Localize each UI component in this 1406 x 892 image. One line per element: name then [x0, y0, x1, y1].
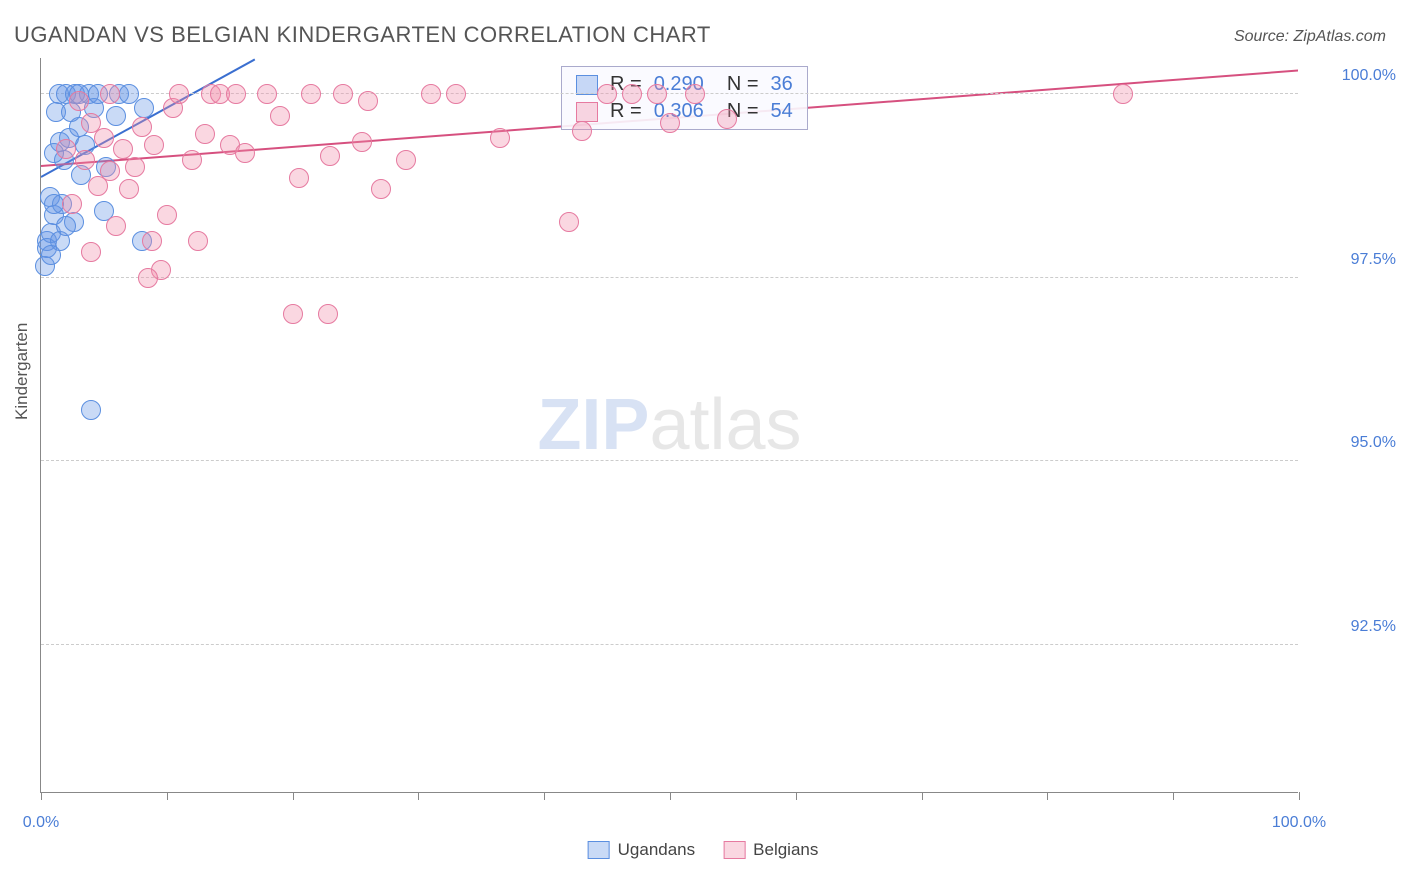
- trend-layer: [41, 58, 1298, 792]
- scatter-point: [44, 194, 64, 214]
- y-axis-label: Kindergarten: [12, 323, 32, 420]
- scatter-point: [56, 216, 76, 236]
- x-tick: [1173, 792, 1174, 800]
- correlation-swatch: [576, 75, 598, 95]
- scatter-point: [119, 179, 139, 199]
- x-tick-label: 100.0%: [1272, 814, 1326, 832]
- x-tick: [544, 792, 545, 800]
- scatter-point: [106, 106, 126, 126]
- scatter-point: [138, 268, 158, 288]
- scatter-point: [113, 139, 133, 159]
- scatter-point: [318, 304, 338, 324]
- scatter-point: [396, 150, 416, 170]
- n-value: 54: [771, 100, 793, 123]
- scatter-point: [169, 84, 189, 104]
- scatter-point: [559, 212, 579, 232]
- scatter-point: [685, 84, 705, 104]
- x-tick: [1299, 792, 1300, 800]
- x-tick: [670, 792, 671, 800]
- x-tick-label: 0.0%: [23, 814, 59, 832]
- x-tick: [41, 792, 42, 800]
- gridline-h: [41, 644, 1298, 645]
- scatter-point: [81, 400, 101, 420]
- scatter-point: [157, 205, 177, 225]
- scatter-point: [717, 109, 737, 129]
- scatter-point: [289, 168, 309, 188]
- x-tick: [922, 792, 923, 800]
- scatter-point: [188, 231, 208, 251]
- legend-label: Belgians: [753, 840, 818, 860]
- scatter-point: [320, 146, 340, 166]
- x-tick: [293, 792, 294, 800]
- scatter-point: [134, 98, 154, 118]
- scatter-point: [62, 194, 82, 214]
- scatter-point: [132, 117, 152, 137]
- x-tick: [796, 792, 797, 800]
- scatter-point: [56, 139, 76, 159]
- scatter-point: [182, 150, 202, 170]
- x-tick: [1047, 792, 1048, 800]
- source-attribution: Source: ZipAtlas.com: [1234, 28, 1386, 46]
- y-tick-label: 97.5%: [1351, 251, 1396, 269]
- scatter-point: [622, 84, 642, 104]
- scatter-point: [226, 84, 246, 104]
- scatter-point: [490, 128, 510, 148]
- source-name: ZipAtlas.com: [1294, 28, 1386, 45]
- y-tick-label: 100.0%: [1342, 67, 1396, 85]
- scatter-point: [270, 106, 290, 126]
- legend-item: Belgians: [723, 840, 818, 860]
- scatter-point: [647, 84, 667, 104]
- r-label: R =: [610, 100, 642, 123]
- scatter-point: [142, 231, 162, 251]
- scatter-point: [235, 143, 255, 163]
- scatter-point: [100, 84, 120, 104]
- legend-label: Ugandans: [618, 840, 696, 860]
- scatter-point: [81, 242, 101, 262]
- scatter-point: [100, 161, 120, 181]
- scatter-point: [446, 84, 466, 104]
- scatter-point: [371, 179, 391, 199]
- scatter-point: [106, 216, 126, 236]
- scatter-point: [41, 245, 61, 265]
- scatter-point: [69, 91, 89, 111]
- scatter-point: [301, 84, 321, 104]
- gridline-h: [41, 460, 1298, 461]
- scatter-point: [333, 84, 353, 104]
- source-prefix: Source:: [1234, 28, 1294, 45]
- scatter-point: [421, 84, 441, 104]
- scatter-point: [358, 91, 378, 111]
- scatter-point: [352, 132, 372, 152]
- scatter-point: [125, 157, 145, 177]
- series-legend: Ugandans Belgians: [588, 840, 819, 860]
- legend-swatch: [588, 841, 610, 859]
- scatter-point: [195, 124, 215, 144]
- scatter-point: [597, 84, 617, 104]
- chart-title: UGANDAN VS BELGIAN KINDERGARTEN CORRELAT…: [14, 22, 711, 48]
- legend-item: Ugandans: [588, 840, 696, 860]
- plot-area: ZIPatlas R = 0.290 N = 36R = 0.306 N = 5…: [40, 58, 1298, 793]
- y-tick-label: 92.5%: [1351, 618, 1396, 636]
- scatter-point: [660, 113, 680, 133]
- x-tick: [167, 792, 168, 800]
- x-tick: [418, 792, 419, 800]
- scatter-point: [75, 150, 95, 170]
- y-tick-label: 95.0%: [1351, 434, 1396, 452]
- scatter-point: [144, 135, 164, 155]
- scatter-point: [283, 304, 303, 324]
- gridline-h: [41, 277, 1298, 278]
- legend-swatch: [723, 841, 745, 859]
- scatter-point: [572, 121, 592, 141]
- scatter-point: [1113, 84, 1133, 104]
- correlation-swatch: [576, 102, 598, 122]
- scatter-point: [94, 128, 114, 148]
- scatter-point: [257, 84, 277, 104]
